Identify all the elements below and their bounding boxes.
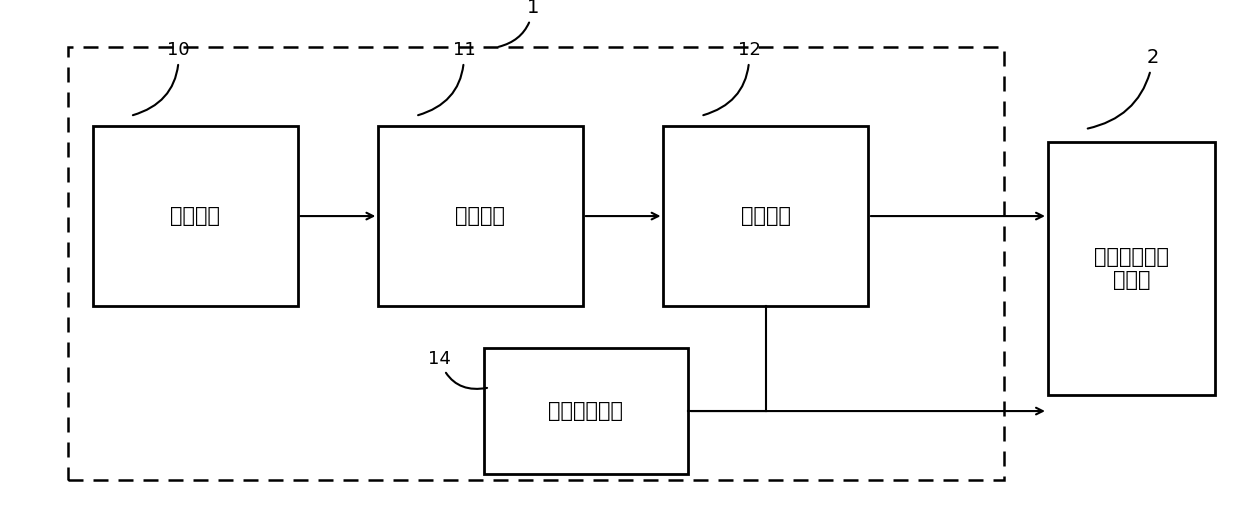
Bar [93,126,298,306]
Bar [378,126,583,306]
Text: 14: 14 [428,349,487,389]
Text: 10: 10 [133,41,190,115]
Text: 1: 1 [498,0,539,47]
Text: 磁共振扫描控
制装置: 磁共振扫描控 制装置 [1094,247,1169,290]
Text: 传输模块: 传输模块 [740,206,791,226]
Text: 12: 12 [703,41,760,115]
Bar [68,47,1004,480]
Text: 语音对讲模块: 语音对讲模块 [548,401,624,421]
Bar [663,126,868,306]
Text: 检测模块: 检测模块 [455,206,506,226]
Bar [1048,142,1215,395]
Text: 11: 11 [418,41,475,115]
Bar [484,348,688,474]
Text: 触发模块: 触发模块 [170,206,221,226]
Text: 2: 2 [1087,48,1159,129]
